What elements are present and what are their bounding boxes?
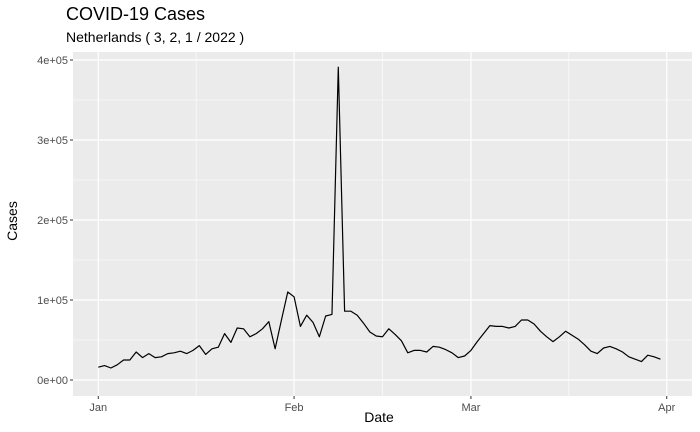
y-axis-ticks: 0e+00 1e+05 2e+05 3e+05 4e+05 xyxy=(37,55,73,387)
chart-subtitle: Netherlands ( 3, 2, 1 / 2022 ) xyxy=(66,29,244,45)
x-axis-label: Date xyxy=(364,409,394,425)
major-gridlines xyxy=(73,52,692,396)
y-tick-label: 4e+05 xyxy=(37,55,68,67)
x-tick-label: Apr xyxy=(658,402,675,414)
chart-title: COVID-19 Cases xyxy=(66,4,205,24)
x-tick-label: Jan xyxy=(89,402,107,414)
y-tick-label: 3e+05 xyxy=(37,135,68,147)
y-tick-label: 0e+00 xyxy=(37,375,68,387)
x-tick-label: Mar xyxy=(461,402,480,414)
minor-gridlines xyxy=(73,52,692,396)
x-tick-label: Feb xyxy=(285,402,304,414)
cases-series-line xyxy=(98,66,661,369)
y-axis-label: Cases xyxy=(4,201,20,241)
x-axis-ticks: Jan Feb Mar Apr xyxy=(89,396,676,414)
y-tick-label: 1e+05 xyxy=(37,295,68,307)
y-tick-label: 2e+05 xyxy=(37,215,68,227)
